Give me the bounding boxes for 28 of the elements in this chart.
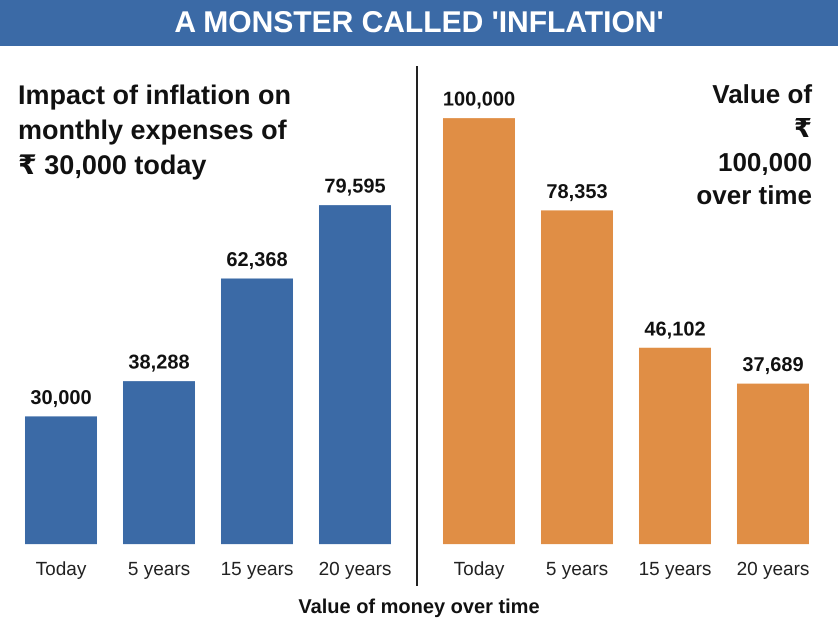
bar	[442, 118, 516, 544]
data-label: 46,102	[644, 318, 706, 340]
data-label: 37,689	[742, 354, 804, 376]
x-tick-label: 5 years	[546, 558, 608, 580]
x-tick-label: Today	[454, 558, 505, 580]
chart-title: Impact of inflation on monthly expenses of ₹ 30,000 today	[18, 79, 292, 182]
data-label: 38,288	[128, 352, 190, 374]
text: Value of money over time	[297, 596, 541, 619]
x-tick-label: 5 years	[128, 558, 190, 580]
text: Value of ₹ 100,000 over time	[695, 78, 812, 212]
x-tick-label: Today	[36, 558, 87, 580]
x-tick-label: 20 years	[318, 558, 392, 580]
bar	[220, 278, 294, 544]
data-label: 79,595	[324, 176, 386, 198]
bar	[736, 384, 810, 544]
bar	[540, 210, 614, 544]
bar	[318, 205, 392, 544]
data-label: 78,353	[546, 180, 608, 203]
text: A MONSTER CALLED 'INFLATION'	[0, 0, 838, 46]
bar	[638, 348, 712, 544]
data-label: 100,000	[442, 88, 516, 111]
data-label: 30,000	[30, 386, 92, 409]
x-tick-label: 15 years	[220, 558, 294, 580]
x-tick-label: 15 years	[638, 558, 712, 580]
x-tick-label: 20 years	[736, 558, 810, 580]
bar	[122, 381, 196, 544]
data-label: 62,368	[226, 249, 288, 272]
bar	[24, 416, 98, 544]
